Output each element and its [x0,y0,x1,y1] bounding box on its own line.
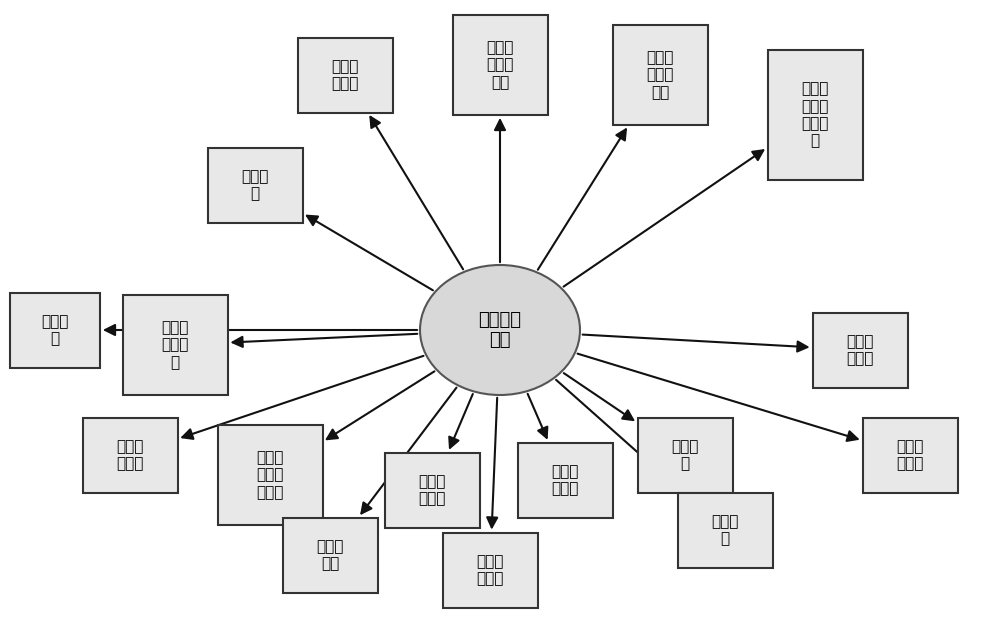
Text: 谐波分
析: 谐波分 析 [41,314,69,346]
Ellipse shape [420,265,580,395]
Text: 应急事
件分析: 应急事 件分析 [551,464,579,496]
Text: 电力系
统继电
保护分
析: 电力系 统继电 保护分 析 [801,82,829,149]
FancyBboxPatch shape [452,15,548,115]
Text: 潮流计
算: 潮流计 算 [241,169,269,201]
Text: 低压网
络分析: 低压网 络分析 [116,439,144,471]
Text: 短路故
障分析: 短路故 障分析 [331,59,359,91]
Text: 网络简
化: 网络简 化 [671,439,699,471]
Text: 电磁暂
态时域
模拟: 电磁暂 态时域 模拟 [486,40,514,90]
Text: 稳态时
域分析
模拟: 稳态时 域分析 模拟 [646,50,674,100]
Text: 通信系
统模拟: 通信系 统模拟 [846,334,874,367]
Text: 模型参
数确认: 模型参 数确认 [476,554,504,586]
Text: 状态评
估: 状态评 估 [711,514,739,546]
FancyBboxPatch shape [298,37,392,113]
FancyBboxPatch shape [638,418,732,492]
FancyBboxPatch shape [612,25,708,125]
FancyBboxPatch shape [82,418,178,492]
Text: 优化潮
流计算: 优化潮 流计算 [418,473,446,506]
Text: 联合模拟
系统: 联合模拟 系统 [479,311,522,349]
FancyBboxPatch shape [678,492,772,568]
FancyBboxPatch shape [283,518,378,592]
FancyBboxPatch shape [218,425,322,525]
FancyBboxPatch shape [442,532,538,608]
FancyBboxPatch shape [384,453,480,527]
Text: 供电充
足性分
析: 供电充 足性分 析 [161,320,189,370]
FancyBboxPatch shape [518,442,612,518]
FancyBboxPatch shape [10,292,100,368]
FancyBboxPatch shape [208,147,302,223]
FancyBboxPatch shape [768,50,862,180]
Text: 电力系
统可靠
性分析: 电力系 统可靠 性分析 [256,450,284,500]
FancyBboxPatch shape [812,313,908,387]
FancyBboxPatch shape [862,418,958,492]
Text: 配电网
络优化: 配电网 络优化 [896,439,924,471]
FancyBboxPatch shape [122,295,228,395]
Text: 特征值
分析: 特征值 分析 [316,539,344,571]
